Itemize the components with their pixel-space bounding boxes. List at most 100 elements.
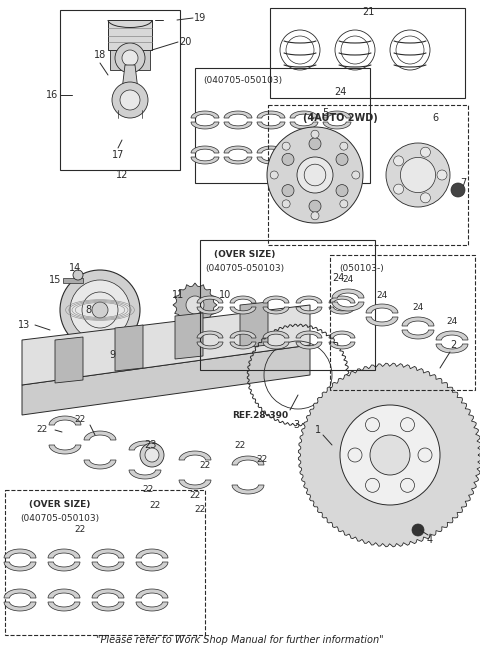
Polygon shape [122,65,138,90]
Circle shape [145,448,159,462]
Text: (040705-050103): (040705-050103) [21,514,99,522]
Polygon shape [136,589,168,598]
Polygon shape [257,111,285,118]
Text: (040705-050103): (040705-050103) [204,76,283,85]
Polygon shape [257,157,285,164]
Circle shape [297,157,333,193]
Circle shape [267,127,363,223]
Polygon shape [290,122,318,129]
Circle shape [348,448,362,462]
Text: (050103-): (050103-) [340,263,384,273]
Bar [195,68,370,183]
Polygon shape [191,157,219,164]
Polygon shape [4,549,36,558]
Polygon shape [290,146,318,153]
Text: 22: 22 [190,490,201,499]
Text: 24: 24 [342,276,354,284]
Circle shape [418,448,432,462]
Polygon shape [129,470,161,479]
Text: 24: 24 [332,273,344,283]
Text: 21: 21 [362,7,374,17]
Polygon shape [179,480,211,489]
Polygon shape [136,549,168,558]
Polygon shape [329,296,355,303]
Text: 17: 17 [112,150,124,160]
Circle shape [60,270,140,350]
Polygon shape [296,296,322,303]
Circle shape [386,143,450,207]
Bar [110,50,150,70]
Circle shape [340,142,348,150]
Polygon shape [115,325,143,371]
Polygon shape [48,562,80,571]
Polygon shape [197,296,223,303]
Text: "Please refer to Work Shop Manual for further information": "Please refer to Work Shop Manual for fu… [96,635,384,645]
Polygon shape [436,344,468,353]
Bar [330,255,475,390]
Text: 22: 22 [74,415,85,424]
Polygon shape [4,589,36,598]
Text: 24: 24 [446,318,457,327]
Polygon shape [4,602,36,611]
Polygon shape [175,313,203,359]
Circle shape [282,153,294,166]
Polygon shape [332,289,364,298]
Bar [5,490,205,635]
Polygon shape [232,485,264,494]
Circle shape [420,193,431,203]
Polygon shape [224,157,252,164]
Circle shape [420,147,431,157]
Polygon shape [129,441,161,450]
Circle shape [309,138,321,150]
Polygon shape [263,331,289,338]
Text: 8: 8 [85,305,91,315]
Circle shape [365,479,380,492]
Polygon shape [197,342,223,349]
Polygon shape [402,330,434,339]
Polygon shape [136,562,168,571]
Polygon shape [323,146,351,153]
Polygon shape [366,317,398,326]
Polygon shape [191,146,219,153]
Polygon shape [263,342,289,349]
Polygon shape [290,157,318,164]
Text: (OVER SIZE): (OVER SIZE) [29,501,91,509]
Polygon shape [366,304,398,313]
Polygon shape [230,296,256,303]
Circle shape [365,418,380,432]
Polygon shape [191,122,219,129]
Text: 24: 24 [334,87,346,97]
Text: 2: 2 [450,340,456,350]
Text: 22: 22 [234,441,246,449]
Polygon shape [332,302,364,311]
Text: 22: 22 [149,501,161,509]
Polygon shape [179,451,211,460]
Circle shape [92,302,108,318]
Circle shape [270,171,278,179]
Circle shape [400,157,436,192]
Polygon shape [49,416,81,425]
Circle shape [122,50,138,66]
Polygon shape [197,331,223,338]
Circle shape [311,212,319,220]
Polygon shape [108,20,152,50]
Text: 22: 22 [256,456,268,464]
Circle shape [282,142,290,150]
Text: 5: 5 [322,108,328,118]
Polygon shape [136,602,168,611]
Polygon shape [55,337,83,383]
Polygon shape [329,307,355,314]
Circle shape [73,270,83,280]
Text: REF.28-390: REF.28-390 [232,411,288,419]
Circle shape [451,183,465,197]
Polygon shape [84,460,116,469]
Text: 20: 20 [179,37,191,47]
Circle shape [400,479,415,492]
Polygon shape [257,146,285,153]
Text: 10: 10 [219,290,231,300]
Circle shape [340,200,348,208]
Bar [270,8,465,98]
Text: 13: 13 [18,320,30,330]
Text: 6: 6 [432,113,438,123]
Polygon shape [329,342,355,349]
